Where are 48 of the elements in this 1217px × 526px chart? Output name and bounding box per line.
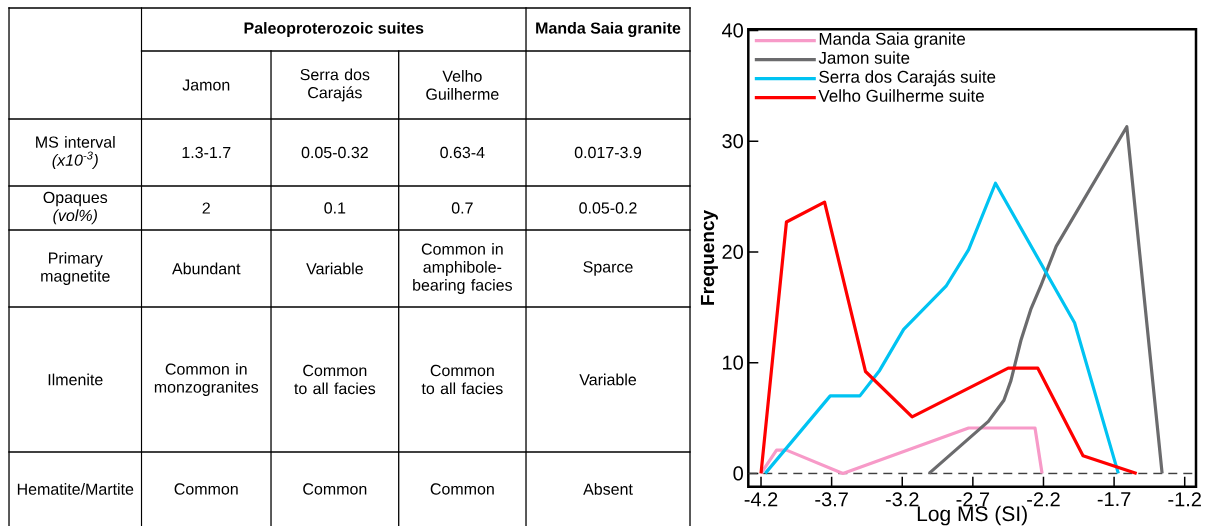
text: Abundant	[172, 262, 241, 275]
y-tick-label: 30	[722, 134, 743, 149]
legend-label: Manda Saia granite	[819, 32, 966, 49]
category-label: Primary magnetite	[41, 252, 110, 285]
text: 0.63-4	[440, 146, 485, 159]
text: Absent	[583, 483, 633, 495]
text: 0.7	[451, 202, 473, 214]
text: Common	[303, 483, 367, 495]
text: Paleoproterozoic suites	[244, 22, 424, 37]
text: Common to all facies	[294, 364, 376, 395]
y-tick-label: 0	[733, 466, 743, 481]
text: 0.05-0.32	[301, 146, 368, 159]
text: 2	[202, 202, 210, 214]
category-label: MS interval (x10$^{-3}$)	[36, 136, 115, 169]
text: Common in amphibole-bearing facies	[413, 243, 513, 294]
legend-label: Velho Guilherme suite	[818, 89, 984, 102]
text: Sparce	[583, 261, 633, 276]
text: Common in monzogranites	[154, 363, 259, 396]
x-tick-label: -2.2	[1027, 492, 1060, 507]
x-tick-label: -3.7	[815, 492, 848, 507]
text: Manda Saia granite	[536, 22, 681, 37]
text: 0.05-0.2	[579, 202, 637, 214]
text: 0.017-3.9	[574, 146, 642, 159]
legend-label: Jamon suite	[818, 51, 910, 64]
category-label: Opaques (vol%)	[43, 191, 108, 225]
legend-label: Serra dos Carajás suite	[819, 70, 996, 87]
y-tick-label: 40	[721, 23, 743, 38]
text: Variable	[579, 373, 637, 386]
y-axis-title: Frequency	[700, 210, 718, 305]
line-series	[927, 125, 1164, 475]
category-label: Serra dos Carajás	[300, 68, 370, 102]
x-tick-label: -1.2	[1168, 492, 1201, 507]
category-label: Hematite/Martite	[17, 483, 134, 495]
y-tick-label: 20	[722, 244, 743, 259]
category-label: Velho Guilherme	[426, 70, 499, 100]
category-label: Jamon	[182, 79, 230, 91]
text: Common	[174, 483, 238, 495]
text: Common to all facies	[421, 364, 503, 395]
x-tick-label: -4.2	[744, 492, 778, 507]
y-tick-label: 10	[723, 355, 743, 370]
x-tick-label: -3.2	[885, 492, 919, 507]
text: 1.3-1.7	[182, 146, 231, 159]
category-label: Ilmenite	[48, 373, 103, 386]
text: 0.1	[324, 202, 346, 214]
x-tick-label: -1.7	[1097, 492, 1131, 506]
x-tick-label: -2.7	[956, 492, 990, 507]
text: Variable	[306, 262, 363, 275]
text: Common	[430, 483, 494, 495]
